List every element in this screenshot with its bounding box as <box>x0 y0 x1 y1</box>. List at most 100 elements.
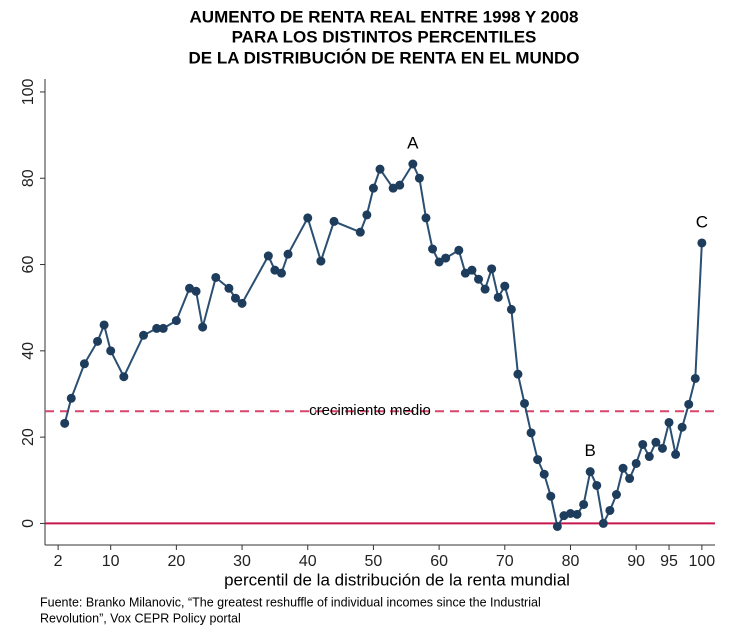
data-point <box>467 265 477 275</box>
data-point <box>546 491 556 501</box>
data-point <box>526 428 536 438</box>
x-axis-label: percentil de la distribución de la renta… <box>224 570 570 589</box>
data-point <box>237 298 247 308</box>
data-point <box>671 449 681 459</box>
data-point <box>592 480 602 490</box>
source-note: Fuente: Branko Milanovic, “The greatest … <box>40 595 541 609</box>
x-tick-label: 30 <box>233 553 251 570</box>
data-point <box>651 437 661 447</box>
data-point <box>355 227 365 237</box>
annotation: A <box>407 133 419 152</box>
data-point <box>152 323 162 333</box>
x-tick-label: 2 <box>54 553 63 570</box>
data-point <box>480 284 490 294</box>
data-point <box>664 417 674 427</box>
x-tick-label: 20 <box>167 553 185 570</box>
data-point <box>158 323 168 333</box>
data-point <box>598 518 608 528</box>
data-point <box>263 251 273 261</box>
data-point <box>520 398 530 408</box>
data-point <box>500 281 510 291</box>
data-point <box>93 336 103 346</box>
data-point <box>408 159 418 169</box>
data-point <box>677 422 687 432</box>
x-tick-label: 90 <box>627 553 645 570</box>
data-point <box>60 418 70 428</box>
y-tick-label: 0 <box>20 519 37 528</box>
data-point <box>171 316 181 326</box>
data-point <box>513 369 523 379</box>
data-line <box>63 161 703 530</box>
data-point <box>618 463 628 473</box>
data-point <box>579 499 589 509</box>
data-point <box>625 474 635 484</box>
data-point <box>565 509 575 519</box>
y-tick-label: 20 <box>20 428 37 446</box>
data-point <box>191 286 201 296</box>
x-tick-label: 10 <box>102 553 120 570</box>
x-tick-label: 80 <box>562 553 580 570</box>
data-point <box>211 272 221 282</box>
y-tick-label: 60 <box>20 256 37 274</box>
annotation: B <box>585 441 596 460</box>
data-point <box>434 257 444 267</box>
x-tick-label: 50 <box>365 553 383 570</box>
data-point <box>303 213 313 223</box>
data-point <box>139 330 149 340</box>
x-tick-label: 95 <box>660 553 678 570</box>
chart-title: DE LA DISTRIBUCIÓN DE RENTA EN EL MUNDO <box>188 48 579 67</box>
x-tick-label: 100 <box>689 553 716 570</box>
chart-title: AUMENTO DE RENTA REAL ENTRE 1998 Y 2008 <box>190 7 579 26</box>
data-point <box>572 509 582 519</box>
data-point <box>224 283 234 293</box>
data-point <box>684 399 694 409</box>
data-point <box>638 439 648 449</box>
data-point <box>66 393 76 403</box>
data-point <box>421 213 431 223</box>
data-point <box>631 458 641 468</box>
data-point <box>283 249 293 259</box>
data-point <box>697 238 707 248</box>
data-point <box>230 293 240 303</box>
data-point <box>493 292 503 302</box>
data-point <box>552 521 562 531</box>
data-point <box>506 304 516 314</box>
data-point <box>539 469 549 479</box>
data-point <box>690 373 700 383</box>
chart-title: PARA LOS DISTINTOS PERCENTILES <box>232 27 537 46</box>
data-point <box>454 245 464 255</box>
x-tick-label: 40 <box>299 553 317 570</box>
data-point <box>395 180 405 190</box>
data-point <box>487 264 497 274</box>
data-point <box>106 346 116 356</box>
data-point <box>644 452 654 462</box>
y-tick-label: 40 <box>20 342 37 360</box>
y-tick-label: 80 <box>20 169 37 187</box>
source-note: Revolution”, Vox CEPR Policy portal <box>40 611 241 625</box>
data-point <box>329 216 339 226</box>
data-point <box>611 490 621 500</box>
x-tick-label: 70 <box>496 553 514 570</box>
data-point <box>119 372 129 382</box>
data-point <box>375 164 385 174</box>
data-point <box>276 268 286 278</box>
data-point <box>99 320 109 330</box>
data-point <box>316 256 326 266</box>
data-point <box>585 467 595 477</box>
data-point <box>198 322 208 332</box>
data-point <box>605 505 615 515</box>
data-point <box>474 274 484 284</box>
data-point <box>428 244 438 254</box>
data-point <box>441 253 451 263</box>
data-point <box>362 210 372 220</box>
data-point <box>79 359 89 369</box>
x-tick-label: 60 <box>430 553 448 570</box>
annotation: C <box>696 212 708 231</box>
data-point <box>657 443 667 453</box>
data-point <box>414 173 424 183</box>
data-point <box>368 183 378 193</box>
reference-label: crecimiento medio <box>309 402 431 419</box>
data-point <box>533 455 543 465</box>
y-tick-label: 100 <box>20 78 37 105</box>
